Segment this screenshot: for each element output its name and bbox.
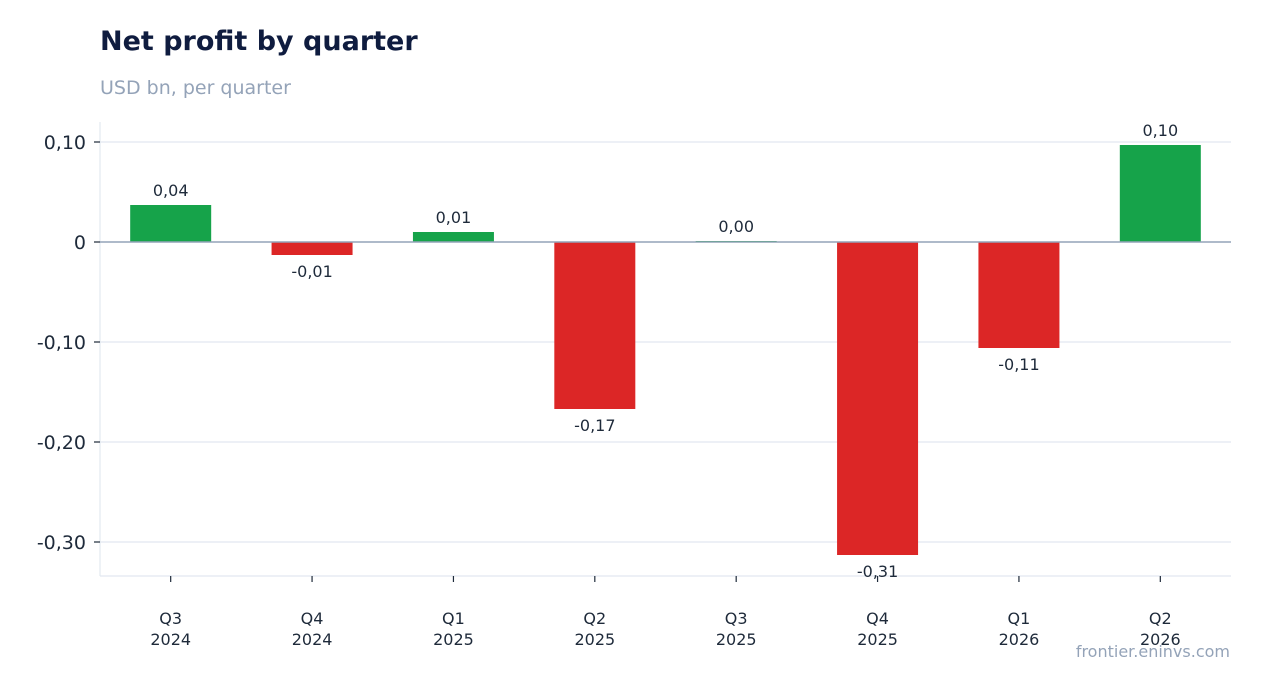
bar (554, 242, 636, 409)
bar (837, 242, 919, 555)
y-tick-label: -0,30 (37, 532, 86, 554)
x-tick-label: Q2 (1149, 609, 1172, 628)
x-tick-label: 2024 (150, 630, 191, 649)
data-label: 0,04 (153, 181, 189, 200)
data-label: 0,01 (436, 208, 472, 227)
bar (412, 232, 494, 242)
y-tick-label: 0 (74, 232, 86, 254)
bar (978, 242, 1060, 348)
y-tick-label: 0,10 (44, 132, 86, 154)
x-tick-label: 2026 (999, 630, 1040, 649)
x-tick-label: Q4 (866, 609, 889, 628)
x-tick-label: 2025 (433, 630, 474, 649)
chart-title: Net profit by quarter (100, 26, 418, 57)
data-label: -0,31 (857, 562, 898, 581)
bar (130, 205, 212, 242)
data-label: -0,01 (291, 262, 332, 281)
x-tick-label: Q1 (442, 609, 465, 628)
x-tick-label: 2024 (292, 630, 333, 649)
chart-subtitle: USD bn, per quarter (100, 77, 291, 99)
x-tick-label: Q3 (159, 609, 182, 628)
bar (271, 242, 353, 255)
source-label: frontier.eninvs.com (1075, 642, 1230, 661)
x-tick-label: 2025 (857, 630, 898, 649)
y-tick-label: -0,20 (37, 432, 86, 454)
x-tick-label: Q4 (301, 609, 324, 628)
x-tick-label: Q1 (1008, 609, 1031, 628)
x-tick-label: 2025 (716, 630, 757, 649)
x-tick-label: 2025 (574, 630, 615, 649)
x-tick-label: 2026 (1140, 630, 1181, 649)
x-tick-label: Q3 (725, 609, 748, 628)
bar (1119, 145, 1201, 242)
x-tick-label: Q2 (583, 609, 606, 628)
data-label: 0,00 (718, 217, 754, 236)
y-tick-label: -0,10 (37, 332, 86, 354)
data-label: 0,10 (1143, 121, 1179, 140)
data-label: -0,11 (998, 355, 1039, 374)
data-label: -0,17 (574, 416, 615, 435)
